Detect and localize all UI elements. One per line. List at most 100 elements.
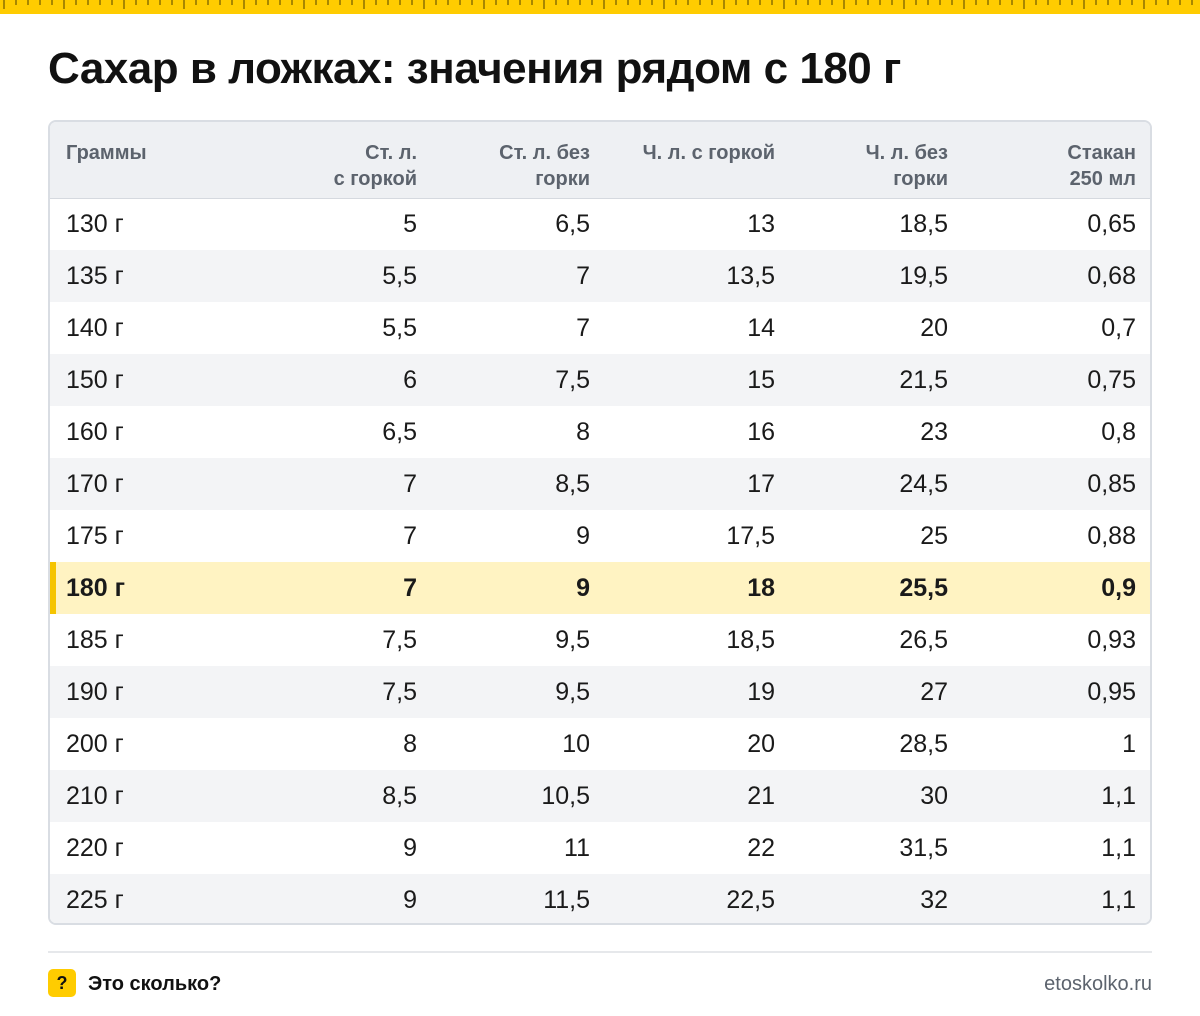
value-cell: 9 bbox=[403, 833, 417, 862]
value-cell: 7 bbox=[576, 313, 590, 342]
value-cell: 1,1 bbox=[1101, 781, 1136, 810]
ruler-ticks bbox=[3, 0, 1193, 9]
value-cell: 1,1 bbox=[1101, 833, 1136, 862]
value-cell: 0,75 bbox=[1087, 365, 1136, 394]
column-header: Ст. л. без горки bbox=[433, 122, 606, 198]
value-cell: 9 bbox=[576, 573, 590, 602]
grams-cell: 190 г bbox=[66, 677, 124, 706]
grams-cell: 160 г bbox=[66, 417, 124, 446]
question-badge-icon: ? bbox=[48, 969, 76, 997]
value-cell: 0,8 bbox=[1101, 417, 1136, 446]
table-row: 190 г 7,5 9,5 19 27 0,95 bbox=[50, 666, 1150, 718]
table-row: 200 г 8 10 20 28,5 1 bbox=[50, 718, 1150, 770]
column-header-line: горки bbox=[893, 168, 948, 190]
column-header: Граммы bbox=[50, 122, 250, 198]
table-row: 210 г 8,5 10,5 21 30 1,1 bbox=[50, 770, 1150, 822]
value-cell: 15 bbox=[747, 365, 775, 394]
table-row: 130 г 5 6,5 13 18,5 0,65 bbox=[50, 198, 1150, 250]
value-cell: 10,5 bbox=[541, 781, 590, 810]
value-cell: 11 bbox=[564, 833, 590, 862]
value-cell: 28,5 bbox=[899, 729, 948, 758]
value-cell: 9,5 bbox=[555, 677, 590, 706]
value-cell: 19 bbox=[747, 677, 775, 706]
table-row: 220 г 9 11 22 31,5 1,1 bbox=[50, 822, 1150, 874]
column-header-line: Ст. л. без bbox=[499, 142, 590, 164]
table-row: 135 г 5,5 7 13,5 19,5 0,68 bbox=[50, 250, 1150, 302]
footer-divider bbox=[48, 951, 1152, 953]
table-row: 185 г 7,5 9,5 18,5 26,5 0,93 bbox=[50, 614, 1150, 666]
table-header-row: Граммы Ст. л. с горкой Ст. л. без горки Ч. л.… bbox=[50, 122, 1150, 198]
column-header: Ст. л. с горкой bbox=[250, 122, 433, 198]
value-cell: 23 bbox=[920, 417, 948, 446]
value-cell: 30 bbox=[920, 781, 948, 810]
value-cell: 7 bbox=[403, 469, 417, 498]
table-row: 150 г 6 7,5 15 21,5 0,75 bbox=[50, 354, 1150, 406]
column-header-line: 250 мл bbox=[1069, 168, 1136, 190]
grams-cell: 225 г bbox=[66, 885, 124, 914]
value-cell: 1,1 bbox=[1101, 885, 1136, 914]
column-header-line: горки bbox=[535, 168, 590, 190]
column-header-line: Ст. л. bbox=[365, 142, 417, 164]
value-cell: 17 bbox=[747, 469, 775, 498]
column-header-line: Ч. л. без bbox=[865, 142, 948, 164]
table-row: 140 г 5,5 7 14 20 0,7 bbox=[50, 302, 1150, 354]
value-cell: 0,85 bbox=[1087, 469, 1136, 498]
grams-cell: 130 г bbox=[66, 209, 124, 238]
value-cell: 6 bbox=[403, 365, 417, 394]
value-cell: 20 bbox=[747, 729, 775, 758]
column-header-line: Стакан bbox=[1067, 142, 1136, 164]
value-cell: 9,5 bbox=[555, 625, 590, 654]
table-row: 175 г 7 9 17,5 25 0,88 bbox=[50, 510, 1150, 562]
value-cell: 0,9 bbox=[1101, 573, 1136, 602]
value-cell: 11,5 bbox=[543, 885, 590, 914]
value-cell: 0,7 bbox=[1101, 313, 1136, 342]
value-cell: 7 bbox=[403, 573, 417, 602]
grams-cell: 210 г bbox=[66, 781, 124, 810]
value-cell: 0,88 bbox=[1087, 521, 1136, 550]
value-cell: 27 bbox=[920, 677, 948, 706]
column-header-line: Граммы bbox=[66, 142, 147, 164]
value-cell: 0,65 bbox=[1087, 209, 1136, 238]
table-row: 160 г 6,5 8 16 23 0,8 bbox=[50, 406, 1150, 458]
value-cell: 5 bbox=[403, 209, 417, 238]
grams-cell: 150 г bbox=[66, 365, 124, 394]
table-body: 130 г 5 6,5 13 18,5 0,65 135 г 5,5 7 13,5 19,5 0,68… bbox=[50, 198, 1150, 923]
value-cell: 16 bbox=[747, 417, 775, 446]
value-cell: 25,5 bbox=[899, 573, 948, 602]
value-cell: 0,93 bbox=[1087, 625, 1136, 654]
value-cell: 18,5 bbox=[726, 625, 775, 654]
value-cell: 18 bbox=[747, 573, 775, 602]
value-cell: 22 bbox=[747, 833, 775, 862]
value-cell: 31,5 bbox=[899, 833, 948, 862]
conversion-table: Граммы Ст. л. с горкой Ст. л. без горки Ч. л.… bbox=[50, 122, 1150, 923]
value-cell: 13 bbox=[747, 209, 775, 238]
grams-cell: 175 г bbox=[66, 521, 124, 550]
ruler-strip bbox=[0, 0, 1200, 14]
value-cell: 21,5 bbox=[899, 365, 948, 394]
value-cell: 7,5 bbox=[555, 365, 590, 394]
value-cell: 13,5 bbox=[726, 261, 775, 290]
footer-site-link[interactable]: etoskolko.ru bbox=[1044, 973, 1152, 995]
grams-cell: 180 г bbox=[50, 562, 250, 614]
value-cell: 0,68 bbox=[1087, 261, 1136, 290]
grams-cell: 135 г bbox=[66, 261, 124, 290]
column-header: Стакан 250 мл bbox=[964, 122, 1150, 198]
value-cell: 32 bbox=[920, 885, 948, 914]
grams-cell: 185 г bbox=[66, 625, 124, 654]
value-cell: 17,5 bbox=[726, 521, 775, 550]
grams-cell: 170 г bbox=[66, 469, 124, 498]
value-cell: 6,5 bbox=[555, 209, 590, 238]
footer-brand: Это сколько? bbox=[88, 973, 222, 995]
value-cell: 25 bbox=[920, 521, 948, 550]
value-cell: 7,5 bbox=[382, 677, 417, 706]
column-header-line: Ч. л. с горкой bbox=[642, 142, 775, 164]
table-row: 180 г 7 9 18 25,5 0,9 bbox=[50, 562, 1150, 614]
grams-cell: 140 г bbox=[66, 313, 124, 342]
value-cell: 8,5 bbox=[382, 781, 417, 810]
value-cell: 14 bbox=[747, 313, 775, 342]
value-cell: 7,5 bbox=[382, 625, 417, 654]
grams-cell: 200 г bbox=[66, 729, 124, 758]
value-cell: 20 bbox=[920, 313, 948, 342]
grams-cell: 220 г bbox=[66, 833, 124, 862]
value-cell: 5,5 bbox=[382, 313, 417, 342]
